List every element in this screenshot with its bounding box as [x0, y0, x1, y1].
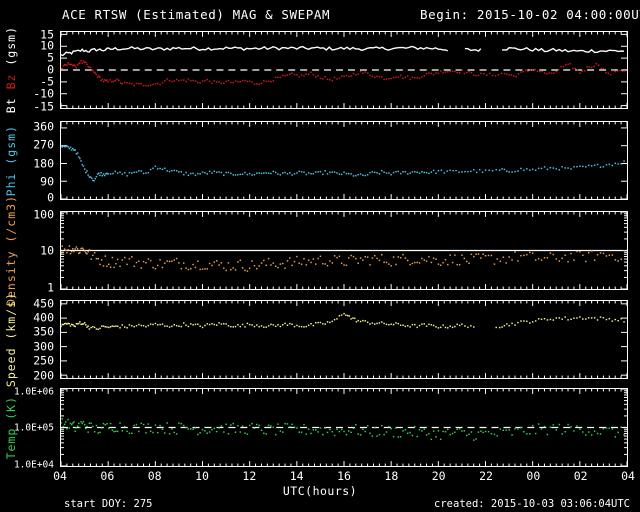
y-tick-label: 100: [33, 207, 54, 222]
x-tick-label: 22: [479, 469, 493, 483]
y-tick-label: 15: [40, 27, 54, 42]
y-tick-label: 1.0E+05: [13, 421, 54, 433]
x-tick-label: 18: [384, 469, 399, 483]
x-tick-label: 02: [573, 469, 588, 483]
y-tick-label: 1: [47, 280, 54, 295]
x-tick-label: 12: [242, 469, 257, 483]
x-tick-label: 00: [526, 469, 541, 483]
y-tick-label: 350: [33, 324, 54, 339]
panel-speed: [60, 300, 628, 379]
panel-4-plot: [61, 301, 627, 378]
y-tick-label: 10: [40, 242, 54, 257]
y-tick-label: 1.0E+06: [13, 386, 54, 398]
y-tick-label: 270: [33, 137, 54, 152]
panel-2-yticks: 360 270 180 90 0: [0, 119, 58, 203]
panel-2-plot: [61, 122, 627, 199]
x-tick-label: 16: [337, 469, 351, 483]
panel-temp: [60, 388, 628, 467]
y-tick-label: 400: [33, 309, 54, 324]
y-tick-label: -10: [33, 86, 54, 101]
page-title: ACE RTSW (Estimated) MAG & SWEPAM: [62, 7, 331, 22]
x-tick-label: 20: [431, 469, 446, 483]
created-timestamp-label: created: 2015-10-03 03:06:04UTC: [434, 498, 630, 510]
start-doy-label: start DOY: 275: [64, 498, 153, 510]
begin-time-label: Begin: 2015-10-02 04:00:00UTC: [420, 7, 640, 22]
panel-density: [60, 211, 628, 290]
y-tick-label: 90: [40, 174, 54, 189]
y-tick-label: 1.0E+04: [13, 459, 54, 471]
x-tick-label: 14: [289, 469, 304, 483]
x-tick-label: 04: [621, 469, 635, 483]
panel-5-yticks: 1.0E+06 1.0E+05 1.0E+04: [0, 386, 58, 471]
y-tick-label: -15: [33, 98, 54, 113]
y-tick-label: 180: [33, 155, 54, 170]
panel-1-plot: [61, 32, 627, 108]
y-tick-label: 0: [47, 62, 54, 77]
panel-5-plot: [61, 389, 627, 466]
panel-phi: [60, 121, 628, 200]
y-tick-label: 360: [33, 119, 54, 134]
x-tick-label: 06: [100, 469, 115, 483]
y-tick-label: 10: [40, 37, 54, 52]
panel-3-plot: [61, 212, 627, 289]
panel-4-yticks: 450 400 350 300 250 200: [0, 296, 58, 383]
x-tick-label: 08: [147, 469, 162, 483]
panel-bt-bz: [60, 31, 628, 109]
x-tick-label: 04: [53, 469, 67, 483]
y-tick-label: 250: [33, 353, 54, 368]
x-tick-label: 10: [195, 469, 209, 483]
panel-1-yticks: 15 10 5 0 -5 -10 -15: [0, 27, 58, 112]
x-axis-title: UTC(hours): [282, 484, 358, 498]
x-axis-tick-labels: 04 06 08 10 12 14 16 18 20 22 00 02 04: [0, 469, 640, 485]
y-tick-label: -5: [40, 74, 54, 89]
y-tick-label: 300: [33, 339, 54, 354]
y-tick-label: 200: [33, 368, 54, 383]
y-tick-label: 450: [33, 296, 54, 311]
y-tick-label: 0: [47, 190, 54, 205]
panel-3-yticks: 100 10 1: [0, 207, 58, 293]
y-tick-label: 5: [47, 50, 54, 65]
